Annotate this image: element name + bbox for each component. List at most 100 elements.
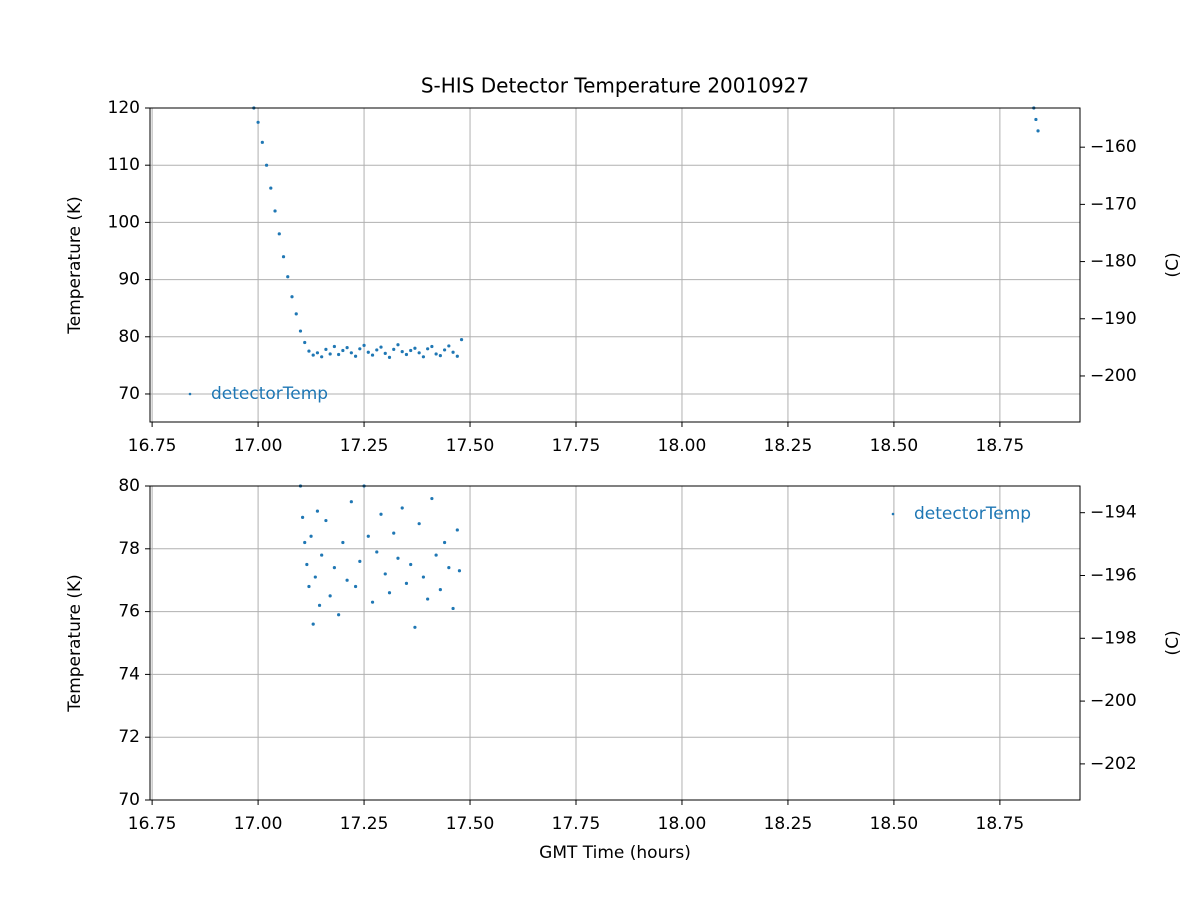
data-point [264,163,269,167]
data-point [370,353,375,357]
x-axis-label: GMT Time (hours) [539,843,691,863]
data-point [404,581,409,585]
y2-tick-label: −200 [1090,691,1137,711]
y-tick-label: 100 [108,212,140,232]
chart-title: S-HIS Detector Temperature 20010927 [421,74,809,98]
data-point [269,186,273,190]
data-point [442,540,447,545]
data-point [320,355,324,359]
data-point [434,553,438,557]
data-point [294,312,298,316]
y-tick-label: 76 [118,602,140,622]
data-point [451,606,455,611]
data-point [328,594,332,598]
data-point [379,345,383,349]
x-tick-label: 18.25 [764,436,813,456]
y2-tick-label: −200 [1090,366,1137,386]
legend-marker [188,392,192,396]
data-point [353,584,358,589]
data-point [455,528,459,532]
data-point [430,496,434,501]
data-point [451,350,455,354]
y-tick-label: 120 [108,98,140,118]
x-tick-label: 17.00 [234,814,283,834]
data-point [366,350,370,354]
data-point [260,140,264,144]
data-point [315,509,320,513]
legend-label: detectorTemp [914,504,1031,524]
data-point [421,355,426,359]
x-tick-label: 18.75 [976,814,1025,834]
y-tick-label: 70 [118,384,140,404]
data-point [307,584,311,589]
data-point [300,515,305,520]
data-point [332,566,336,570]
data-point [337,613,341,617]
x-tick-label: 18.50 [870,814,919,834]
x-tick-label: 17.00 [234,436,283,456]
y-tick-label: 74 [118,664,140,684]
data-point [438,354,442,358]
data-point [358,347,362,351]
y-axis-label: Temperature (K) [65,574,85,713]
data-point [396,556,400,560]
data-point [383,572,387,576]
data-point [409,348,413,353]
data-point [375,550,379,554]
x-tick-label: 17.50 [446,436,495,456]
y2-tick-label: −194 [1090,503,1137,523]
data-point [387,355,392,359]
data-point [459,338,464,342]
x-tick-label: 16.75 [128,814,177,834]
y-tick-label: 110 [108,155,140,175]
data-point [358,559,362,563]
data-point [426,347,430,351]
y2-tick-label: −170 [1090,194,1137,214]
data-point [281,255,286,259]
data-point [438,588,442,592]
data-point [311,622,315,626]
y-tick-label: 80 [118,327,140,347]
data-point [277,232,281,236]
data-point [413,625,417,629]
data-point [324,347,328,351]
data-point [317,603,322,607]
x-tick-label: 17.25 [340,436,389,456]
data-point [303,540,307,545]
data-point [305,562,309,567]
y2-tick-label: −198 [1090,628,1137,648]
data-point [341,348,345,353]
x-tick-label: 18.00 [658,436,707,456]
data-point [349,500,353,504]
data-point [337,352,341,357]
data-point [457,569,462,573]
y-axis-label: Temperature (K) [65,196,85,335]
data-point [387,591,392,595]
data-point [383,351,387,355]
data-point [1036,129,1040,133]
data-point [307,349,311,353]
y2-tick-label: −202 [1090,754,1137,774]
data-point [273,209,277,213]
y-tick-label: 70 [118,790,140,810]
data-point [324,518,328,523]
x-tick-label: 17.75 [552,814,601,834]
x-tick-label: 17.50 [446,814,495,834]
x-tick-label: 18.50 [870,436,919,456]
y2-axis-label: (C) [1163,252,1183,277]
data-point [404,352,409,357]
data-point [409,562,413,567]
data-point [315,351,320,355]
x-tick-label: 18.75 [976,436,1025,456]
data-point [421,575,426,579]
data-point [392,531,396,535]
y-tick-label: 72 [118,727,140,747]
data-point [366,534,370,538]
data-point [413,346,417,350]
data-point [400,350,404,354]
axes-frame [149,107,1081,423]
legend-marker [891,512,895,516]
legend-label: detectorTemp [211,384,328,404]
data-point [375,348,379,352]
data-point [320,553,324,557]
